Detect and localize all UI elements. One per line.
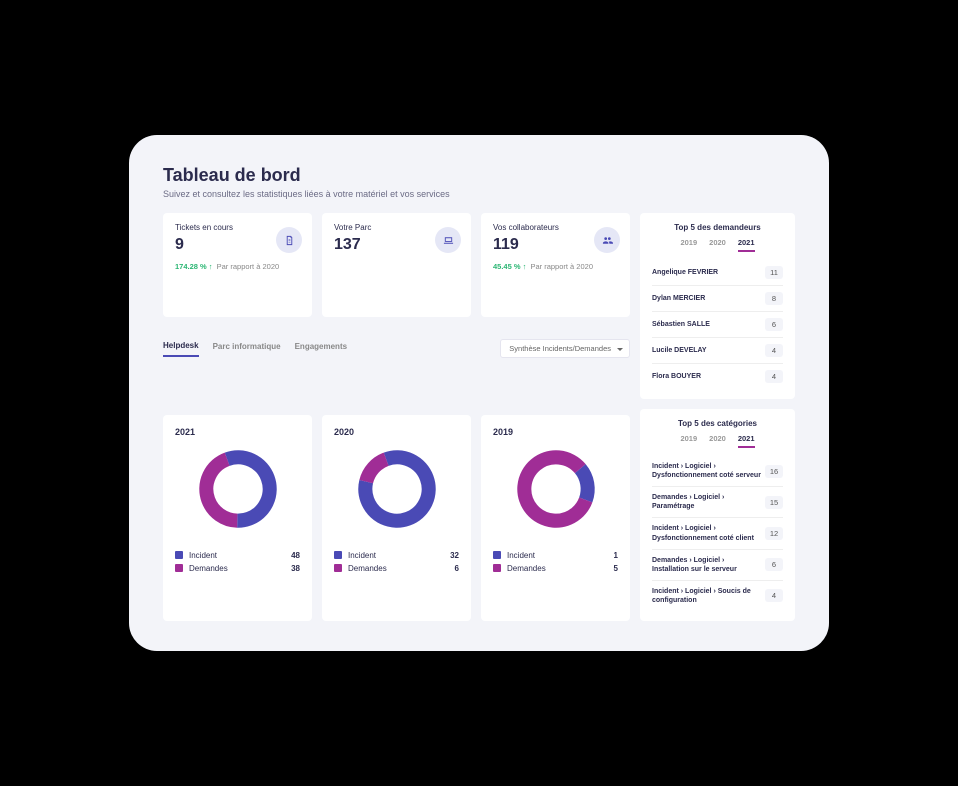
item-count: 8 bbox=[765, 292, 783, 305]
year-tab-2020[interactable]: 2020 bbox=[709, 434, 726, 448]
item-name: Incident › Logiciel › Soucis de configur… bbox=[652, 587, 765, 605]
donut-chart bbox=[493, 445, 618, 533]
stat-delta: 174.28 % ↑ Par rapport à 2020 bbox=[175, 262, 300, 271]
list-item: Demandes › Logiciel › Paramétrage15 bbox=[652, 487, 783, 518]
item-count: 4 bbox=[765, 370, 783, 383]
year-tabs: 2019 2020 2021 bbox=[652, 434, 783, 448]
donut-card: 2019 Incident 1 Demandes 5 bbox=[481, 415, 630, 621]
item-count: 4 bbox=[765, 589, 783, 602]
legend-incident: Incident 32 bbox=[334, 551, 459, 560]
item-count: 11 bbox=[765, 266, 783, 279]
users-icon bbox=[594, 227, 620, 253]
year-tab-2019[interactable]: 2019 bbox=[680, 238, 697, 252]
page-title: Tableau de bord bbox=[163, 165, 795, 186]
donut-year: 2020 bbox=[334, 427, 459, 437]
item-name: Angelique FEVRIER bbox=[652, 268, 765, 277]
legend-swatch bbox=[175, 551, 183, 559]
stat-card-parc: Votre Parc 137 bbox=[322, 213, 471, 317]
list-item: Incident › Logiciel › Soucis de configur… bbox=[652, 581, 783, 611]
ranking-list: Angelique FEVRIER11Dylan MERCIER8Sébasti… bbox=[652, 260, 783, 389]
item-name: Demandes › Logiciel › Paramétrage bbox=[652, 493, 765, 511]
ticket-icon bbox=[276, 227, 302, 253]
item-name: Demandes › Logiciel › Installation sur l… bbox=[652, 556, 765, 574]
item-name: Flora BOUYER bbox=[652, 372, 765, 381]
list-item: Flora BOUYER4 bbox=[652, 364, 783, 389]
item-count: 15 bbox=[765, 496, 783, 509]
year-tab-2021[interactable]: 2021 bbox=[738, 238, 755, 252]
tab-helpdesk[interactable]: Helpdesk bbox=[163, 341, 199, 357]
list-item: Lucile DEVELAY4 bbox=[652, 338, 783, 364]
laptop-icon bbox=[435, 227, 461, 253]
item-count: 4 bbox=[765, 344, 783, 357]
legend-value: 5 bbox=[614, 564, 618, 573]
legend-value: 6 bbox=[455, 564, 459, 573]
list-item: Demandes › Logiciel › Installation sur l… bbox=[652, 550, 783, 581]
item-name: Sébastien SALLE bbox=[652, 320, 765, 329]
legend-value: 38 bbox=[291, 564, 300, 573]
main-tabs: Helpdesk Parc informatique Engagements S… bbox=[163, 339, 630, 358]
legend-value: 1 bbox=[614, 551, 618, 560]
legend-demandes: Demandes 38 bbox=[175, 564, 300, 573]
card-title: Top 5 des catégories bbox=[652, 419, 783, 428]
legend-value: 32 bbox=[450, 551, 459, 560]
legend-incident: Incident 1 bbox=[493, 551, 618, 560]
donut-row: 2021 Incident 48 Demandes 38 2020 Incide… bbox=[163, 415, 630, 621]
item-name: Incident › Logiciel › Dysfonctionnement … bbox=[652, 462, 765, 480]
legend-label: Incident bbox=[189, 551, 291, 560]
item-count: 12 bbox=[765, 527, 783, 540]
donut-year: 2021 bbox=[175, 427, 300, 437]
card-title: Top 5 des demandeurs bbox=[652, 223, 783, 232]
legend-demandes: Demandes 6 bbox=[334, 564, 459, 573]
filter-select[interactable]: Synthèse Incidents/Demandes bbox=[500, 339, 630, 358]
stat-delta: 45.45 % ↑ Par rapport à 2020 bbox=[493, 262, 618, 271]
legend-label: Demandes bbox=[189, 564, 291, 573]
item-count: 6 bbox=[765, 318, 783, 331]
list-item: Incident › Logiciel › Dysfonctionnement … bbox=[652, 518, 783, 549]
item-name: Dylan MERCIER bbox=[652, 294, 765, 303]
legend-swatch bbox=[493, 564, 501, 572]
year-tab-2020[interactable]: 2020 bbox=[709, 238, 726, 252]
top-demandeurs-card: Top 5 des demandeurs 2019 2020 2021 Ange… bbox=[640, 213, 795, 399]
page-subtitle: Suivez et consultez les statistiques lié… bbox=[163, 189, 795, 199]
item-name: Lucile DEVELAY bbox=[652, 346, 765, 355]
item-name: Incident › Logiciel › Dysfonctionnement … bbox=[652, 524, 765, 542]
list-item: Dylan MERCIER8 bbox=[652, 286, 783, 312]
list-item: Angelique FEVRIER11 bbox=[652, 260, 783, 286]
tab-parc[interactable]: Parc informatique bbox=[213, 342, 281, 356]
legend-swatch bbox=[334, 564, 342, 572]
legend-swatch bbox=[493, 551, 501, 559]
legend-demandes: Demandes 5 bbox=[493, 564, 618, 573]
list-item: Sébastien SALLE6 bbox=[652, 312, 783, 338]
legend-swatch bbox=[334, 551, 342, 559]
legend-label: Demandes bbox=[348, 564, 455, 573]
ranking-list: Incident › Logiciel › Dysfonctionnement … bbox=[652, 456, 783, 611]
donut-year: 2019 bbox=[493, 427, 618, 437]
donut-card: 2020 Incident 32 Demandes 6 bbox=[322, 415, 471, 621]
year-tab-2021[interactable]: 2021 bbox=[738, 434, 755, 448]
legend-incident: Incident 48 bbox=[175, 551, 300, 560]
stat-card-collaborateurs: Vos collaborateurs 119 45.45 % ↑ Par rap… bbox=[481, 213, 630, 317]
legend-swatch bbox=[175, 564, 183, 572]
dashboard-device: Tableau de bord Suivez et consultez les … bbox=[129, 135, 829, 651]
item-count: 16 bbox=[765, 465, 783, 478]
tab-engagements[interactable]: Engagements bbox=[295, 342, 347, 356]
year-tab-2019[interactable]: 2019 bbox=[680, 434, 697, 448]
top-categories-card: Top 5 des catégories 2019 2020 2021 Inci… bbox=[640, 409, 795, 621]
donut-chart bbox=[334, 445, 459, 533]
donut-card: 2021 Incident 48 Demandes 38 bbox=[163, 415, 312, 621]
legend-label: Incident bbox=[507, 551, 614, 560]
stat-card-tickets: Tickets en cours 9 174.28 % ↑ Par rappor… bbox=[163, 213, 312, 317]
legend-label: Incident bbox=[348, 551, 450, 560]
legend-value: 48 bbox=[291, 551, 300, 560]
list-item: Incident › Logiciel › Dysfonctionnement … bbox=[652, 456, 783, 487]
donut-chart bbox=[175, 445, 300, 533]
year-tabs: 2019 2020 2021 bbox=[652, 238, 783, 252]
item-count: 6 bbox=[765, 558, 783, 571]
legend-label: Demandes bbox=[507, 564, 614, 573]
